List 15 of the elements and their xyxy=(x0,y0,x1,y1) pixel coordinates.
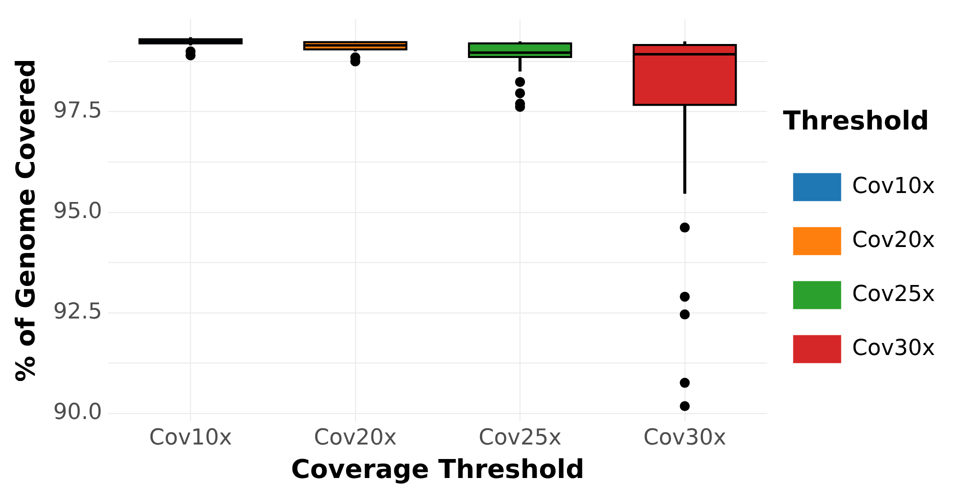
legend-title: Threshold xyxy=(783,106,930,137)
y-tick-label: 97.5 xyxy=(53,98,102,124)
y-tick-label: 95.0 xyxy=(53,198,102,224)
x-axis-title: Coverage Threshold xyxy=(291,455,584,486)
y-tick-label: 90.0 xyxy=(53,400,102,426)
y-tick-label: 92.5 xyxy=(53,300,102,325)
x-tick-label: Cov30x xyxy=(643,425,726,450)
legend-label: Cov25x xyxy=(852,282,936,307)
x-tick-label: Cov10x xyxy=(149,425,232,450)
legend-label: Cov30x xyxy=(852,336,936,361)
legend-label: Cov10x xyxy=(852,174,936,199)
legend-label: Cov20x xyxy=(852,228,936,253)
y-axis-title: % of Genome Covered xyxy=(11,58,42,382)
x-tick-label: Cov20x xyxy=(314,425,397,450)
x-tick-label: Cov25x xyxy=(478,425,562,450)
